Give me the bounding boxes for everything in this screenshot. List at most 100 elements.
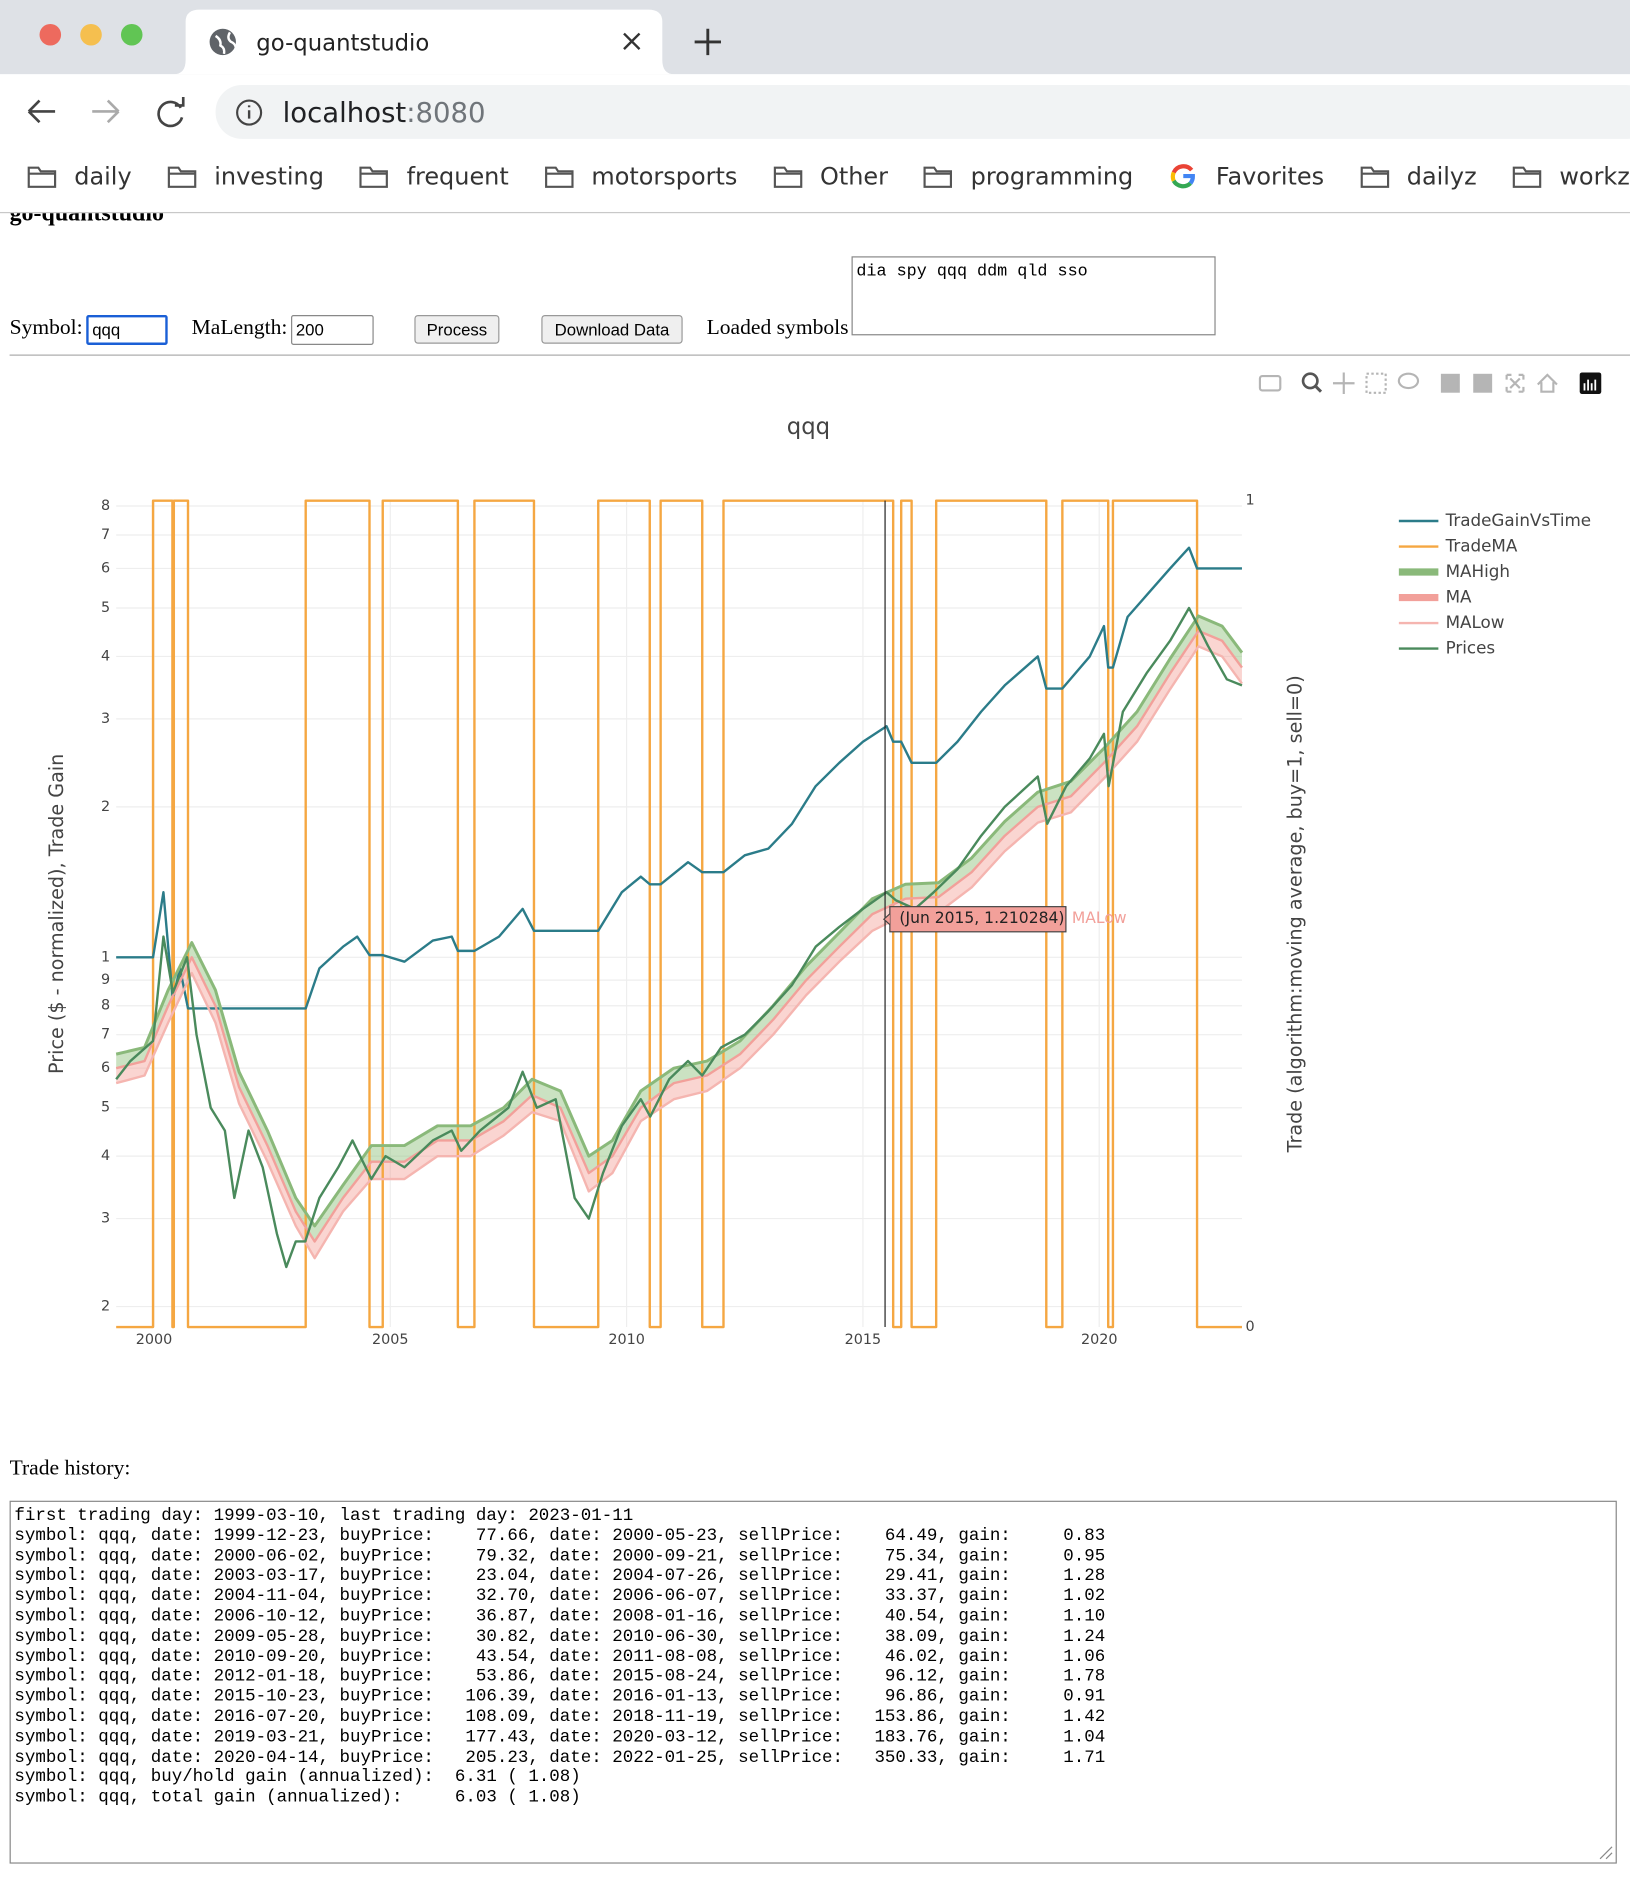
- process-button[interactable]: Process: [414, 314, 500, 344]
- bookmark-icon: [773, 166, 802, 188]
- x-tick-label: 2015: [845, 1332, 882, 1348]
- y-tick-label: 5: [101, 600, 110, 616]
- lasso-icon[interactable]: [1397, 372, 1420, 390]
- bookmark[interactable]: motorsports: [543, 162, 737, 190]
- y-tick-label: 5: [101, 1100, 110, 1116]
- zoom-window[interactable]: [120, 23, 143, 46]
- zoom-in-icon[interactable]: [1440, 373, 1460, 393]
- folder-icon: [27, 166, 57, 188]
- folder-icon: [773, 166, 802, 188]
- series-line: [116, 546, 1242, 1010]
- bookmark[interactable]: programming: [923, 162, 1133, 190]
- trade-history-line: symbol: qqq, date: 2009-05-28, buyPrice:…: [14, 1627, 1106, 1647]
- symbol-label: Symbol:: [9, 314, 83, 339]
- folder-icon: [359, 166, 389, 188]
- google-icon-red: [1172, 164, 1194, 174]
- bookmark[interactable]: Favorites: [1168, 162, 1324, 190]
- y-tick-label: 3: [101, 711, 110, 727]
- axes: 2 3 4 5 6 7 8 9 1 2 3 4 5 6 7 8 2000 2005 2010 2015 2020 0 1: [101, 493, 1255, 1349]
- home-icon[interactable]: [1537, 373, 1558, 393]
- bookmark[interactable]: workz: [1511, 161, 1630, 191]
- grid: [116, 500, 1242, 1328]
- bookmark[interactable]: Other: [772, 162, 888, 190]
- close-window[interactable]: [39, 23, 62, 46]
- url[interactable]: localhost:8080: [283, 97, 486, 129]
- trade-history[interactable]: first trading day: 1999-03-10, last trad…: [9, 1500, 1617, 1864]
- y2-tick-label: 1: [1246, 493, 1255, 509]
- reload-button[interactable]: [157, 100, 184, 128]
- symbol-input[interactable]: qqq: [86, 314, 168, 345]
- address-row: localhost:8080: [0, 74, 1630, 147]
- y-tick-label: 6: [101, 1060, 110, 1076]
- zoom-icon[interactable]: [1301, 372, 1319, 390]
- folder-icon: [167, 166, 197, 188]
- back-button[interactable]: [27, 99, 56, 124]
- bands: [116, 615, 1242, 1259]
- trade-history-line: symbol: qqq, date: 2015-10-23, buyPrice:…: [14, 1687, 1106, 1707]
- bookmark-icon: [924, 166, 953, 188]
- bookmark-icon: [359, 166, 389, 188]
- bookmark-list: daily investing frequent motorsports Other pr…: [26, 158, 1630, 194]
- bookmark[interactable]: frequent: [359, 161, 509, 191]
- folder-icon: [924, 166, 953, 188]
- page-heading: go-quantstudio: [9, 213, 165, 227]
- bookmark[interactable]: investing: [166, 161, 324, 191]
- y-tick-label: 4: [101, 1148, 110, 1164]
- heading-clip: go-quantstudio: [0, 213, 1630, 249]
- x-tick-label: 2000: [136, 1332, 173, 1348]
- trade-history-label: Trade history:: [9, 1455, 131, 1480]
- legend-label: MAHigh: [1446, 561, 1510, 581]
- trade-history-line: symbol: qqq, total gain (annualized): 6.…: [14, 1788, 581, 1808]
- tab-close[interactable]: [623, 32, 641, 50]
- series-line: [115, 645, 1243, 1260]
- google-icon-blue: [1183, 173, 1196, 185]
- tab-title: go-quantstudio: [256, 30, 429, 56]
- omnibox[interactable]: [215, 85, 1630, 139]
- loaded-symbols[interactable]: dia spy qqq ddm qld sso: [851, 256, 1216, 336]
- camera-icon[interactable]: [1258, 374, 1282, 392]
- malength-input[interactable]: 200: [291, 314, 374, 345]
- minimize-window[interactable]: [80, 23, 102, 46]
- bookmark-icon: [27, 166, 57, 188]
- bookmark-label: workz: [1559, 161, 1630, 191]
- trade-history-line: symbol: qqq, date: 2012-01-18, buyPrice:…: [14, 1667, 1106, 1687]
- google-icon-yellow: [1171, 171, 1176, 182]
- y-tick-label: 3: [101, 1211, 110, 1227]
- y-tick-label: 9: [101, 972, 110, 988]
- active-tab[interactable]: [173, 9, 675, 75]
- bookmark[interactable]: dailyz: [1359, 162, 1477, 190]
- series-line: [115, 606, 1243, 1269]
- folder-icon: [544, 166, 574, 188]
- trade-history-line: symbol: qqq, date: 2004-11-04, buyPrice:…: [14, 1587, 1106, 1607]
- trade-history-line: symbol: qqq, date: 2020-04-14, buyPrice:…: [14, 1748, 1106, 1768]
- y-tick-label: 8: [101, 498, 110, 514]
- new-tab[interactable]: [694, 28, 721, 56]
- trade-history-line: symbol: qqq, date: 1999-12-23, buyPrice:…: [14, 1526, 1106, 1546]
- select-icon[interactable]: [1365, 372, 1387, 394]
- google-icon-green: [1172, 179, 1193, 189]
- y-axis-title: Price ($ - normalized), Trade Gain: [45, 754, 68, 1074]
- pan-icon[interactable]: [1332, 372, 1355, 395]
- download-button[interactable]: Download Data: [541, 314, 683, 344]
- zoom-out-icon[interactable]: [1473, 373, 1493, 393]
- y2-tick-label: 0: [1246, 1319, 1255, 1335]
- series-line: [116, 499, 1242, 1329]
- trade-history-line: first trading day: 1999-03-10, last trad…: [14, 1506, 634, 1526]
- hover-pointer: [882, 913, 891, 926]
- legend-label: TradeGainVsTime: [1445, 510, 1592, 530]
- resize-grip: [1599, 1846, 1613, 1860]
- bookmark[interactable]: daily: [26, 162, 132, 190]
- hover-box: [889, 906, 1067, 933]
- bookmark-icon: [544, 166, 574, 188]
- bookmark-label: investing: [214, 161, 324, 191]
- bookmark-label: frequent: [406, 161, 509, 191]
- plotly-logo[interactable]: [1579, 372, 1602, 395]
- site-info[interactable]: [236, 99, 263, 126]
- legend-label: MA: [1446, 587, 1472, 607]
- autoscale-icon[interactable]: [1505, 373, 1525, 393]
- forward-button[interactable]: [92, 99, 120, 124]
- y2-axis-title: Trade (algorithm:moving average, buy=1, …: [1283, 675, 1306, 1153]
- url-host: localhost: [283, 97, 407, 129]
- url-port: :8080: [406, 97, 485, 129]
- tab-bar-graphics: go-quantstudio: [39, 9, 721, 75]
